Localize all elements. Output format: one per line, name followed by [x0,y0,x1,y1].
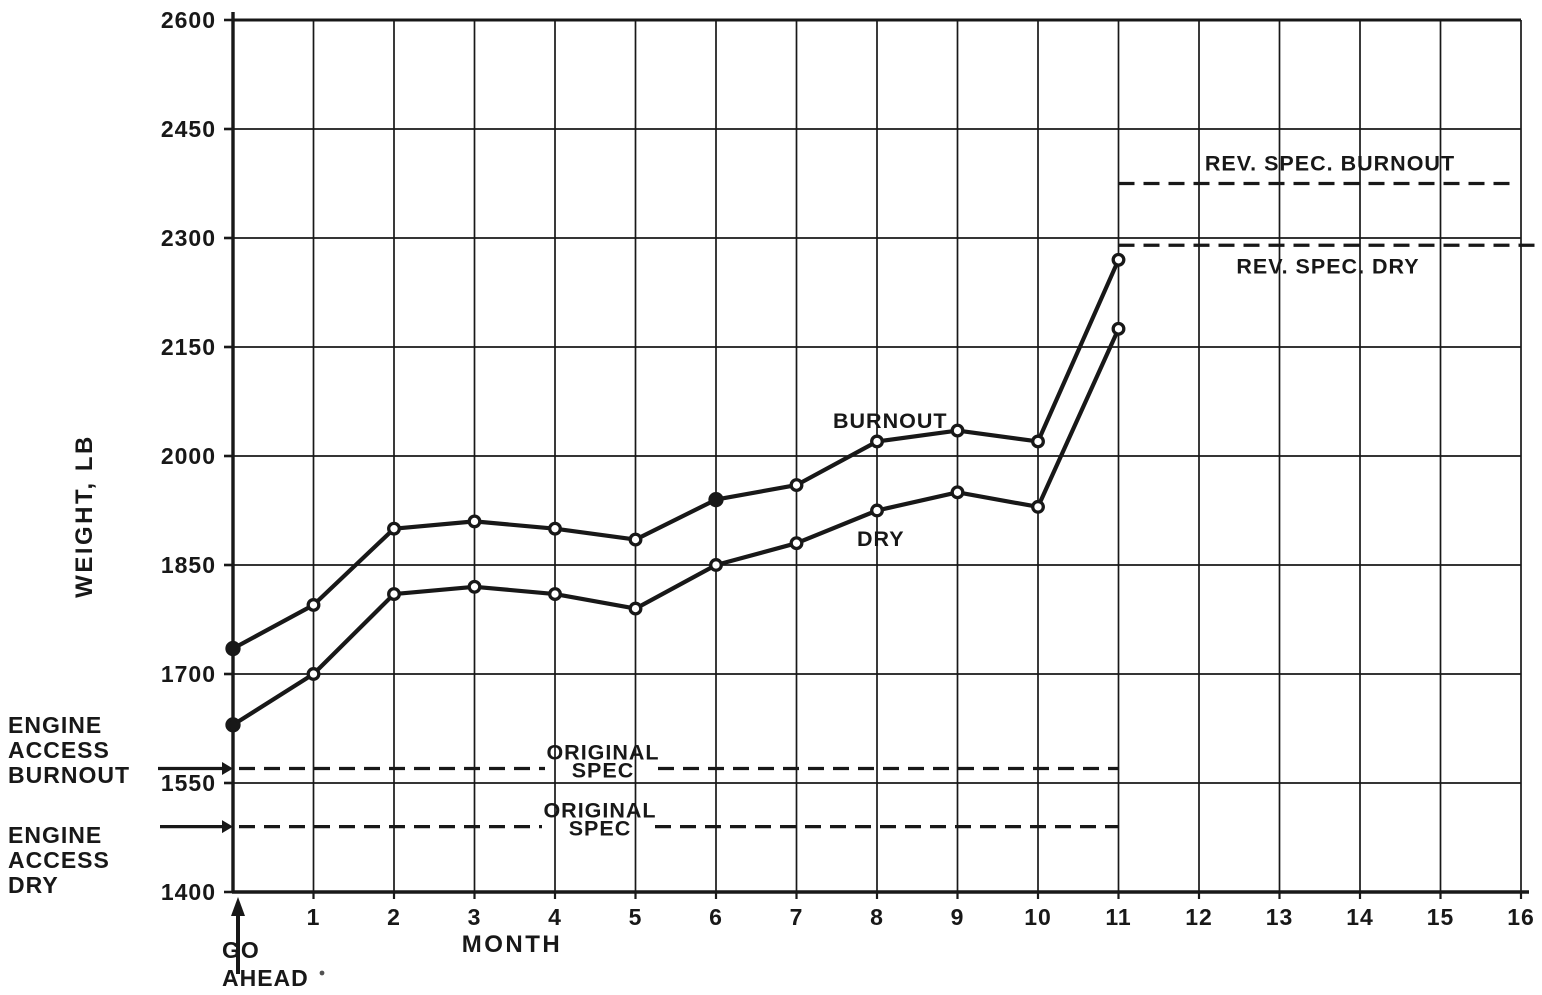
x-tick-label: 2 [387,904,401,930]
x-tick-label: 14 [1346,904,1374,930]
data-point-dry [1111,321,1126,336]
reference-line-label: REV. SPEC. DRY [1236,254,1419,278]
data-point-dry [628,601,643,616]
data-point-burnout [306,598,321,612]
data-point-dry [306,667,321,681]
x-tick-label: 10 [1024,904,1052,930]
x-tick-label: 1 [307,904,321,930]
data-point-burnout [870,434,884,449]
data-point-dry [467,579,482,594]
engine-access-burnout-arrowhead-icon [222,761,233,775]
y-tick-label: 1700 [161,661,216,687]
data-point-dry [870,503,884,518]
x-tick-label: 9 [951,904,965,930]
engine-access-burnout-label: ACCESS [8,737,110,763]
data-point-dry [387,587,401,602]
data-point-dry [789,536,804,551]
data-point-burnout [628,532,643,547]
reference-line-label: SPEC [572,758,635,782]
data-point-dry [225,717,241,733]
y-tick-label: 2150 [161,334,216,360]
data-point-burnout [467,514,482,529]
engine-access-burnout-label: ENGINE [8,712,102,738]
reference-line-label: REV. SPEC. BURNOUT [1205,152,1455,176]
x-tick-label: 4 [548,904,562,930]
annotations-layer: ENGINEACCESSBURNOUTENGINEACCESSDRYGOAHEA… [8,712,325,991]
x-tick-label: 12 [1185,904,1213,930]
engine-access-dry-label: ACCESS [8,847,110,873]
go-ahead-arrowhead-icon [231,897,245,916]
x-tick-label: 15 [1427,904,1455,930]
data-point-burnout [1031,434,1045,449]
x-axis-title: MONTH [462,931,562,958]
data-point-burnout [548,521,562,536]
series-line-burnout [231,258,1121,651]
data-point-dry [1031,499,1045,514]
x-tick-label: 7 [790,904,804,930]
x-tick-label: 11 [1105,904,1131,930]
x-tick-label: 6 [709,904,723,930]
scan-artifact [319,970,325,976]
go-ahead-label: AHEAD [222,965,309,991]
grid-layer [224,18,1523,899]
y-tick-label: 1550 [161,770,216,796]
y-tick-label: 1850 [161,552,216,578]
x-tick-label: 16 [1507,904,1535,930]
data-point-dry [950,485,965,500]
x-tick-label: 3 [468,904,482,930]
data-point-burnout [789,478,804,493]
engine-access-dry-label: DRY [8,872,59,898]
engine-access-dry-arrowhead-icon [222,820,233,834]
data-point-dry [548,587,562,602]
x-tick-label: 13 [1266,904,1294,930]
series-label-burnout: BURNOUT [833,409,948,433]
data-point-burnout [708,491,724,508]
data-point-burnout [387,521,401,536]
y-tick-label: 2450 [161,116,216,142]
axes-layer [231,12,1529,894]
reference-line-label: ORIGINAL [543,799,656,823]
x-tick-label: 8 [870,904,884,930]
go-ahead-label: GO [222,937,260,963]
engine-access-dry-label: ENGINE [8,822,102,848]
reference-lines-layer: REV. SPEC. BURNOUT REV. SPEC. DRY ORIGINAL… [239,152,1542,841]
x-tick-label: 5 [629,904,643,930]
y-tick-label: 1400 [161,879,216,905]
y-tick-label: 2600 [161,7,216,33]
series-label-dry: DRY [857,527,905,551]
series-line-dry [231,327,1121,727]
data-point-burnout [225,640,241,657]
y-axis-title: WEIGHT, LB [71,434,98,598]
series-layer: BURNOUT DRY [225,252,1126,733]
data-point-dry [709,558,723,572]
data-point-burnout [1111,252,1126,267]
reference-line-label: ORIGINAL [546,740,659,764]
data-point-burnout [950,423,965,438]
engine-access-burnout-label: BURNOUT [8,762,130,788]
y-tick-label: 2300 [161,225,216,251]
reference-line-label: SPEC [569,817,632,841]
y-tick-label: 2000 [161,443,216,469]
